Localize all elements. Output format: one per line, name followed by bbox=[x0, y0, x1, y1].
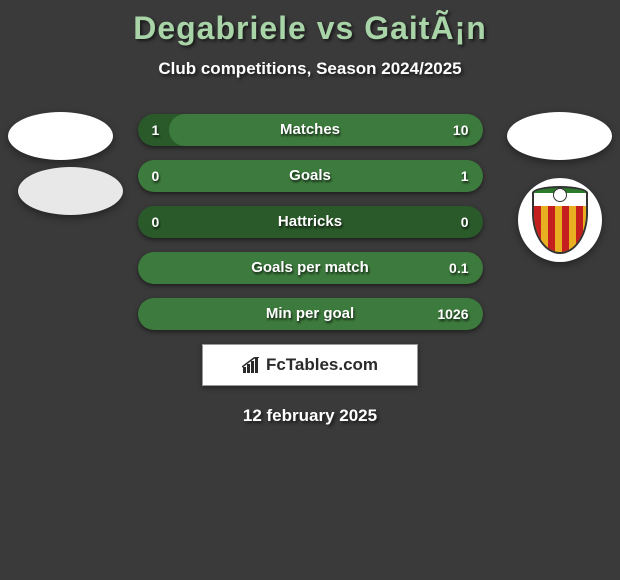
page-title: Degabriele vs GaitÃ¡n bbox=[0, 10, 620, 47]
stat-label: Goals per match bbox=[138, 252, 483, 284]
chart-icon bbox=[242, 357, 262, 373]
stat-right-value: 10 bbox=[453, 114, 469, 146]
brand-text: FcTables.com bbox=[242, 355, 378, 375]
stat-label: Matches bbox=[138, 114, 483, 146]
stat-bar-matches: 1 Matches 10 bbox=[138, 114, 483, 146]
player-right-club-badge bbox=[518, 178, 602, 262]
stat-right-value: 0 bbox=[461, 206, 469, 238]
stat-right-value: 1 bbox=[461, 160, 469, 192]
stats-bars: 1 Matches 10 0 Goals 1 0 Hattricks 0 Goa… bbox=[138, 114, 483, 330]
stat-bar-min-per-goal: Min per goal 1026 bbox=[138, 298, 483, 330]
brand-label: FcTables.com bbox=[266, 355, 378, 375]
brand-box[interactable]: FcTables.com bbox=[202, 344, 418, 386]
stat-right-value: 1026 bbox=[437, 298, 468, 330]
stat-bar-goals: 0 Goals 1 bbox=[138, 160, 483, 192]
player-left-badge-2 bbox=[18, 167, 123, 215]
stat-label: Hattricks bbox=[138, 206, 483, 238]
player-left-badge-1 bbox=[8, 112, 113, 160]
stat-bar-goals-per-match: Goals per match 0.1 bbox=[138, 252, 483, 284]
stat-label: Goals bbox=[138, 160, 483, 192]
stat-right-value: 0.1 bbox=[449, 252, 468, 284]
stat-bar-hattricks: 0 Hattricks 0 bbox=[138, 206, 483, 238]
club-crest-icon bbox=[532, 186, 588, 254]
comparison-infographic: Degabriele vs GaitÃ¡n Club competitions,… bbox=[0, 0, 620, 426]
subtitle: Club competitions, Season 2024/2025 bbox=[0, 59, 620, 79]
player-right-badge-1 bbox=[507, 112, 612, 160]
date-text: 12 february 2025 bbox=[0, 406, 620, 426]
stat-label: Min per goal bbox=[138, 298, 483, 330]
